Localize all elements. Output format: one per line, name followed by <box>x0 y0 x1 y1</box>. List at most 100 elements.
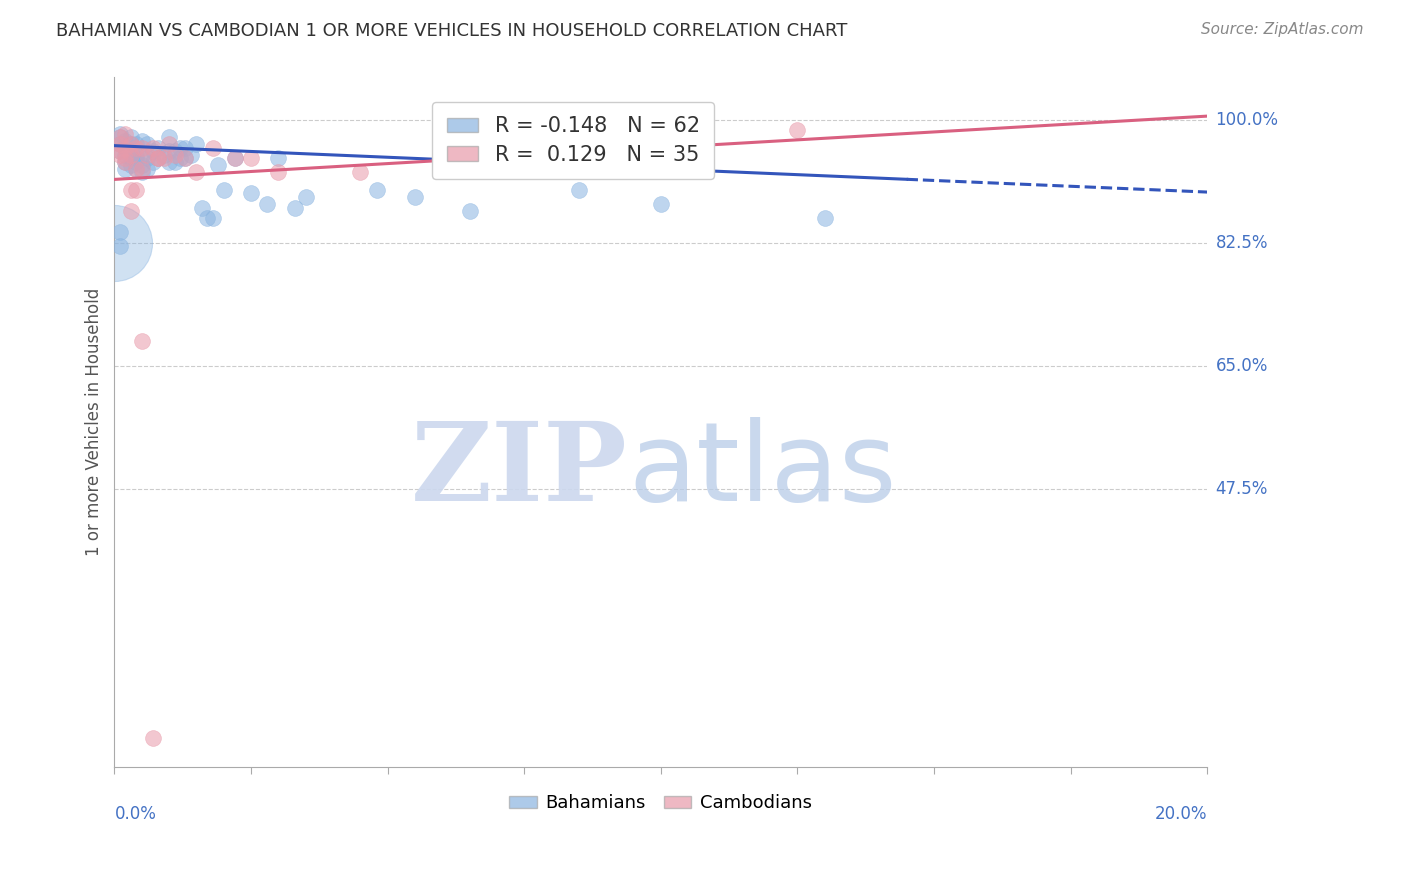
Point <box>114 127 136 141</box>
Point <box>108 148 131 162</box>
Point <box>224 151 246 165</box>
Point <box>212 183 235 197</box>
Point <box>125 151 148 165</box>
Point <box>108 239 131 253</box>
Text: 100.0%: 100.0% <box>1216 111 1278 128</box>
Point <box>186 165 208 179</box>
Point <box>485 151 508 165</box>
Point <box>125 161 148 176</box>
Point <box>120 130 142 145</box>
Point <box>174 151 197 165</box>
Point <box>114 141 136 155</box>
Point <box>114 134 136 148</box>
Point <box>108 137 131 152</box>
Point <box>163 154 186 169</box>
Point <box>120 204 142 219</box>
Point <box>136 161 159 176</box>
Point <box>152 148 174 162</box>
Point <box>120 137 142 152</box>
Point <box>142 154 165 169</box>
Point <box>207 158 229 172</box>
Point <box>125 141 148 155</box>
Point <box>108 137 131 152</box>
Point <box>169 141 191 155</box>
Point <box>142 731 165 746</box>
Point <box>146 151 169 165</box>
Point <box>136 148 159 162</box>
Point <box>142 145 165 159</box>
Point <box>458 204 481 219</box>
Point <box>142 141 165 155</box>
Point <box>191 201 214 215</box>
Point <box>125 183 148 197</box>
Point <box>131 141 153 155</box>
Point <box>146 151 169 165</box>
Point <box>267 165 290 179</box>
Point <box>224 151 246 165</box>
Text: 20.0%: 20.0% <box>1154 805 1208 823</box>
Point <box>114 154 136 169</box>
Point <box>174 141 197 155</box>
Point <box>120 137 142 152</box>
Point <box>163 145 186 159</box>
Point <box>568 183 591 197</box>
Point <box>404 190 426 204</box>
Point <box>152 151 174 165</box>
Point <box>120 148 142 162</box>
Point <box>120 183 142 197</box>
Point <box>201 211 224 225</box>
Text: 0.0%: 0.0% <box>114 805 156 823</box>
Text: 82.5%: 82.5% <box>1216 234 1268 252</box>
Point <box>294 190 316 204</box>
Point <box>256 197 278 211</box>
Point <box>131 148 153 162</box>
Point <box>240 186 263 201</box>
Point <box>103 235 125 250</box>
Point <box>157 130 180 145</box>
Point <box>108 225 131 239</box>
Text: atlas: atlas <box>628 417 897 524</box>
Point <box>114 141 136 155</box>
Point <box>131 158 153 172</box>
Point <box>114 154 136 169</box>
Text: Source: ZipAtlas.com: Source: ZipAtlas.com <box>1201 22 1364 37</box>
Y-axis label: 1 or more Vehicles in Household: 1 or more Vehicles in Household <box>86 288 103 556</box>
Point <box>146 141 169 155</box>
Point <box>240 151 263 165</box>
Point <box>131 165 153 179</box>
Point <box>146 151 169 165</box>
Point <box>786 123 808 137</box>
Point <box>120 158 142 172</box>
Point <box>136 137 159 152</box>
Point <box>108 127 131 141</box>
Point <box>108 145 131 159</box>
Point <box>814 211 837 225</box>
Point <box>125 161 148 176</box>
Point <box>108 130 131 145</box>
Text: 65.0%: 65.0% <box>1216 357 1268 375</box>
Point <box>195 211 218 225</box>
Point <box>108 130 131 145</box>
Point <box>157 145 180 159</box>
Point <box>125 154 148 169</box>
Legend: Bahamians, Cambodians: Bahamians, Cambodians <box>502 787 820 820</box>
Point <box>180 148 202 162</box>
Text: 47.5%: 47.5% <box>1216 480 1268 498</box>
Point <box>349 165 371 179</box>
Point <box>125 148 148 162</box>
Point <box>120 145 142 159</box>
Point <box>169 151 191 165</box>
Point <box>125 137 148 152</box>
Point <box>366 183 388 197</box>
Point <box>174 151 197 165</box>
Point <box>114 148 136 162</box>
Point <box>650 197 672 211</box>
Point <box>267 151 290 165</box>
Point <box>201 141 224 155</box>
Point <box>131 334 153 348</box>
Text: BAHAMIAN VS CAMBODIAN 1 OR MORE VEHICLES IN HOUSEHOLD CORRELATION CHART: BAHAMIAN VS CAMBODIAN 1 OR MORE VEHICLES… <box>56 22 848 40</box>
Point <box>114 151 136 165</box>
Point <box>120 141 142 155</box>
Point <box>136 151 159 165</box>
Point <box>284 201 307 215</box>
